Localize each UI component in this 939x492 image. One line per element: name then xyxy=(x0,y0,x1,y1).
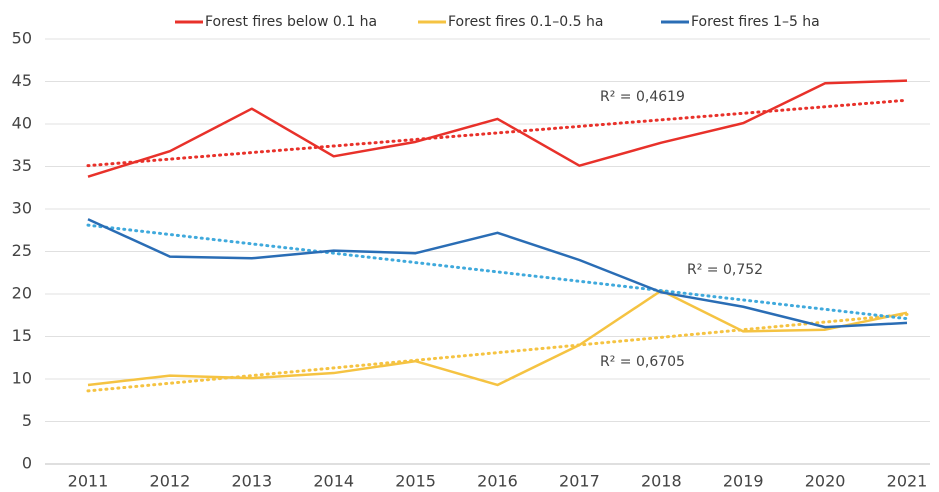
r-squared-label: R² = 0,4619 xyxy=(600,89,685,105)
series-line xyxy=(87,289,908,387)
legend-label: Forest fires below 0.1 ha xyxy=(205,14,377,30)
y-tick-label: 0 xyxy=(22,454,32,473)
x-tick-label: 2021 xyxy=(887,472,928,491)
r-squared-label: R² = 0,752 xyxy=(687,262,763,278)
y-tick-label: 20 xyxy=(12,284,32,303)
x-tick-label: 2018 xyxy=(641,472,682,491)
y-tick-label: 35 xyxy=(12,156,32,175)
legend-label: Forest fires 1–5 ha xyxy=(691,14,820,30)
y-tick-label: 25 xyxy=(12,241,32,260)
trend-line xyxy=(86,223,909,321)
x-tick-label: 2016 xyxy=(477,472,518,491)
y-tick-label: 40 xyxy=(12,114,32,133)
y-tick-label: 45 xyxy=(12,71,32,90)
y-tick-label: 5 xyxy=(22,411,32,430)
trend-line xyxy=(86,98,909,168)
r-squared-label: R² = 0,6705 xyxy=(600,354,685,370)
x-tick-label: 2011 xyxy=(68,472,109,491)
series-line xyxy=(87,79,908,178)
x-tick-label: 2013 xyxy=(231,472,272,491)
y-tick-label: 10 xyxy=(12,369,32,388)
y-tick-label: 15 xyxy=(12,326,32,345)
y-tick-label: 50 xyxy=(12,29,32,48)
x-tick-label: 2012 xyxy=(150,472,191,491)
x-tick-label: 2015 xyxy=(395,472,436,491)
x-tick-label: 2020 xyxy=(805,472,846,491)
legend-label: Forest fires 0.1–0.5 ha xyxy=(448,14,603,30)
x-tick-label: 2014 xyxy=(313,472,354,491)
x-tick-label: 2017 xyxy=(559,472,600,491)
x-tick-label: 2019 xyxy=(723,472,764,491)
series-line xyxy=(87,218,908,329)
y-tick-label: 30 xyxy=(12,199,32,218)
